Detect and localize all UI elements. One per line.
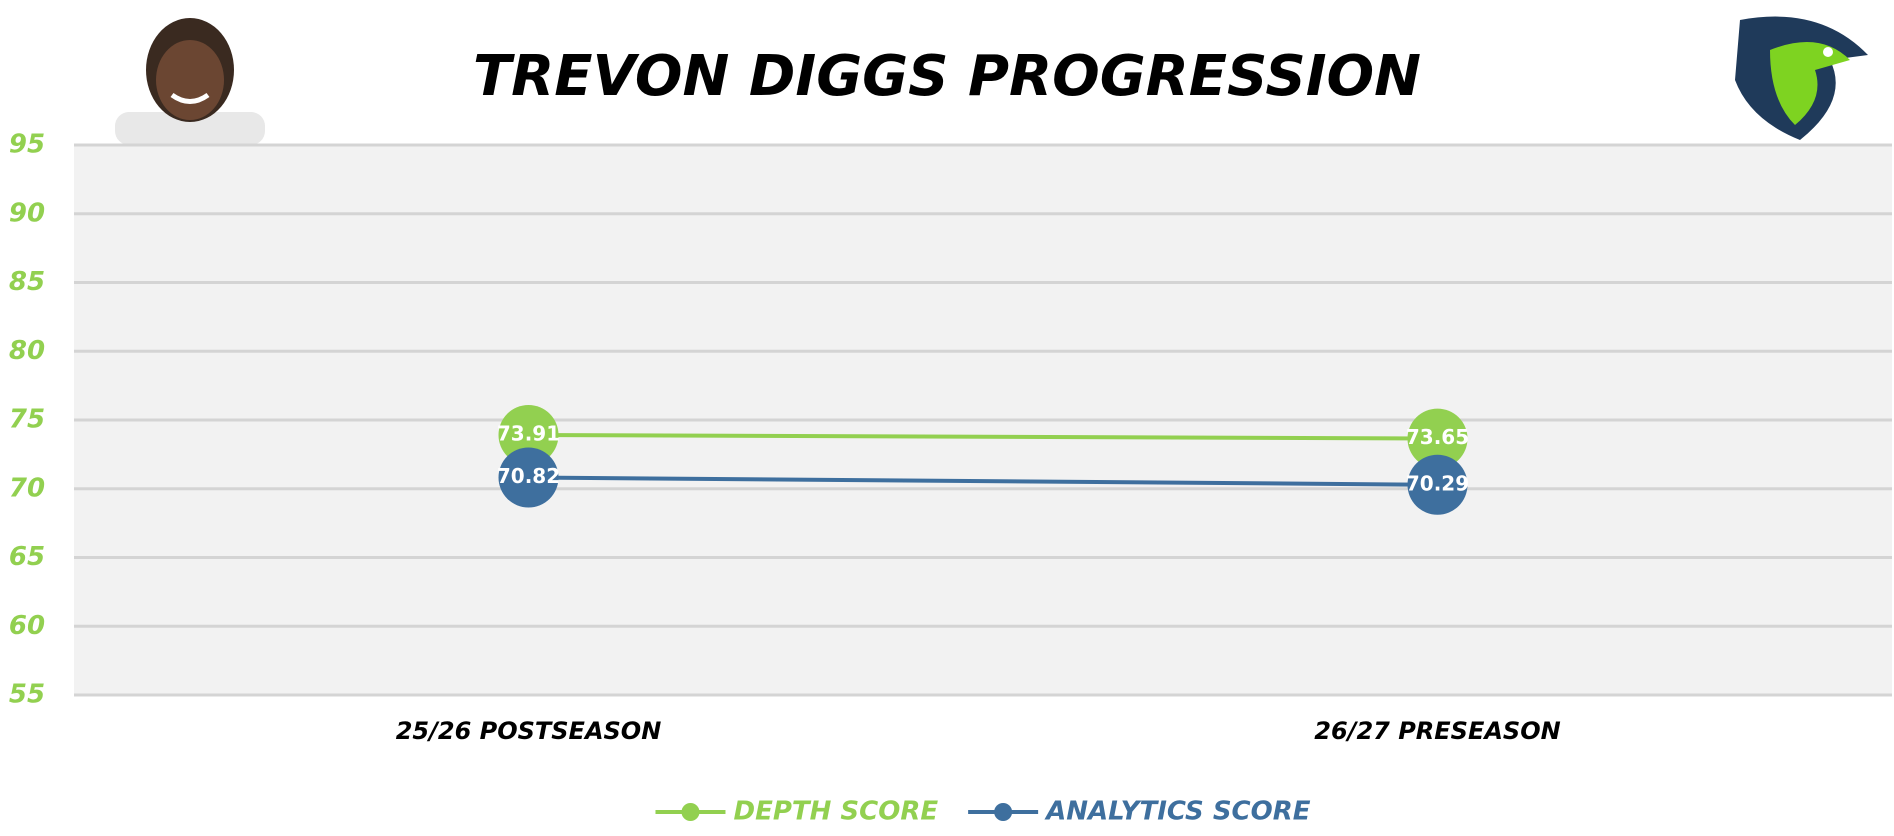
data-label: 73.91: [497, 421, 560, 445]
y-tick-label: 95: [9, 130, 45, 160]
data-point: [498, 447, 559, 508]
y-tick-label: 80: [9, 336, 45, 366]
y-tick-label: 65: [9, 542, 45, 572]
player-photo: [115, 18, 265, 145]
data-label: 73.65: [1406, 425, 1469, 449]
series-line: [528, 432, 1438, 441]
data-label: 70.82: [497, 464, 560, 488]
x-tick-label: 25/26 POSTSEASON: [396, 717, 662, 745]
y-tick-label: 90: [9, 198, 45, 228]
y-tick-label: 70: [9, 473, 45, 503]
series-line: [528, 475, 1438, 487]
x-tick-label: 26/27 PRESEASON: [1314, 717, 1560, 745]
legend-label: ANALYTICS SCORE: [1044, 797, 1311, 827]
y-tick-label: 55: [9, 680, 45, 710]
team-logo: [1735, 16, 1868, 141]
y-tick-label: 75: [9, 405, 45, 435]
data-label: 70.29: [1406, 471, 1469, 495]
data-point: [498, 404, 559, 465]
legend-marker: [994, 803, 1013, 821]
chart-title: TREVON DIGGS PROGRESSION: [473, 44, 1421, 109]
y-tick-label: 60: [9, 611, 45, 641]
legend-marker: [681, 803, 700, 821]
data-point: [1407, 408, 1468, 469]
legend-label: DEPTH SCORE: [733, 797, 938, 827]
data-point: [1407, 454, 1468, 515]
y-tick-label: 85: [9, 267, 45, 297]
